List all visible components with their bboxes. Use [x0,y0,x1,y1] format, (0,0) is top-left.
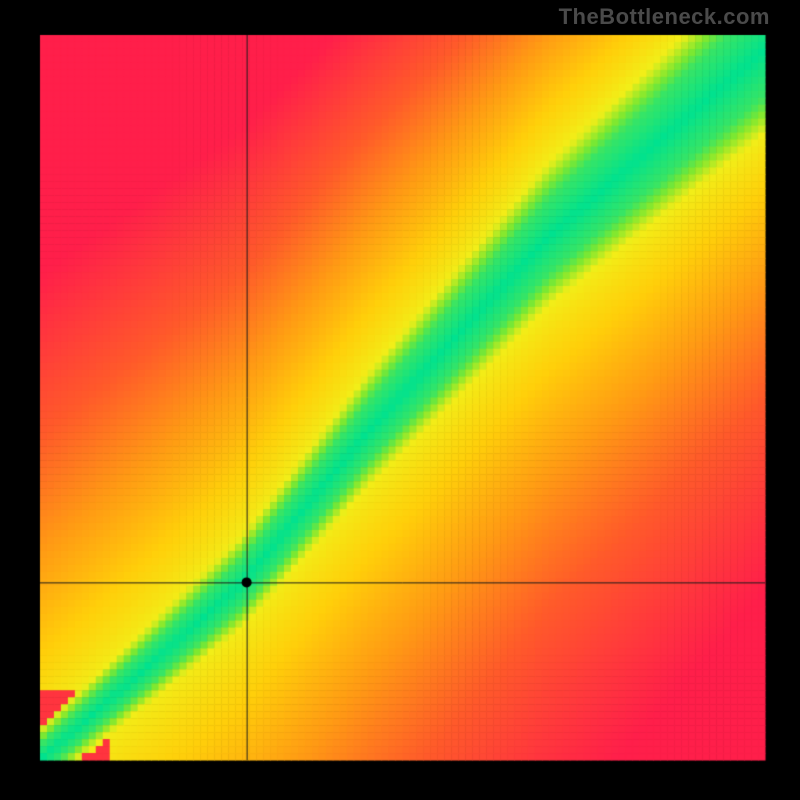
bottleneck-heatmap [0,0,800,800]
attribution-label: TheBottleneck.com [559,4,770,30]
